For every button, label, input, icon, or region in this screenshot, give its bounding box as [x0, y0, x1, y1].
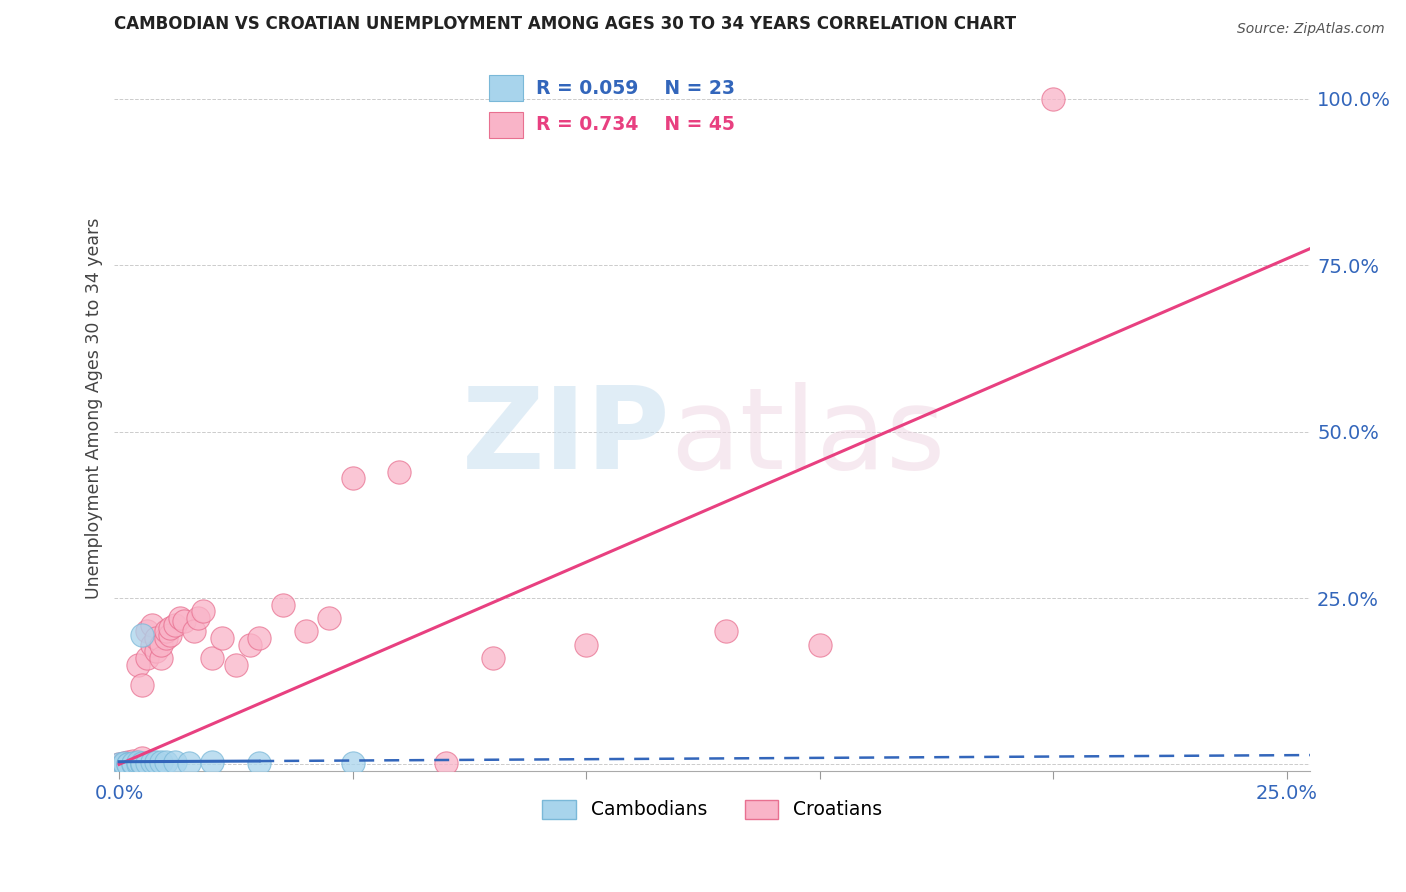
Point [225, 657, 247, 672]
Point [122, 756, 145, 770]
Point [131, 756, 153, 770]
Point [145, 631, 167, 645]
Point [173, 615, 195, 629]
Point [117, 756, 139, 770]
Point [131, 750, 153, 764]
Point [112, 757, 135, 772]
Point [388, 465, 411, 479]
Point [117, 757, 139, 772]
Legend: Cambodians, Croatians: Cambodians, Croatians [534, 792, 890, 827]
Point [145, 756, 167, 770]
Point [271, 598, 294, 612]
Point [247, 756, 270, 770]
Point [117, 756, 139, 771]
Point [201, 756, 224, 770]
Point [117, 757, 139, 772]
Point [145, 644, 167, 658]
Point [127, 757, 149, 772]
Point [191, 604, 214, 618]
Point [127, 756, 149, 770]
Point [155, 631, 177, 645]
Point [141, 638, 163, 652]
Point [155, 624, 177, 639]
Point [131, 757, 153, 772]
Point [122, 757, 145, 772]
Point [131, 627, 153, 641]
Point [131, 677, 153, 691]
Point [131, 756, 153, 771]
Point [108, 757, 131, 772]
Point [127, 756, 149, 771]
Point [165, 756, 187, 770]
Point [211, 631, 233, 645]
Text: ZIP: ZIP [463, 382, 671, 493]
Point [481, 651, 503, 665]
Point [187, 611, 209, 625]
Point [434, 756, 457, 770]
Point [342, 756, 364, 770]
Point [112, 757, 135, 772]
Point [201, 651, 224, 665]
Point [108, 757, 131, 772]
Point [150, 638, 173, 652]
Point [808, 638, 831, 652]
Point [112, 756, 135, 770]
Point [141, 617, 163, 632]
Point [239, 638, 262, 652]
Point [295, 624, 318, 639]
Point [159, 627, 181, 641]
Point [150, 651, 173, 665]
Point [1042, 92, 1064, 106]
Text: atlas: atlas [671, 382, 946, 493]
Point [179, 756, 201, 770]
Point [575, 638, 598, 652]
Point [136, 651, 159, 665]
Point [169, 611, 191, 625]
Point [136, 756, 159, 770]
Point [155, 755, 177, 769]
Point [136, 624, 159, 639]
Y-axis label: Unemployment Among Ages 30 to 34 years: Unemployment Among Ages 30 to 34 years [86, 218, 103, 599]
Point [183, 624, 205, 639]
Point [122, 754, 145, 768]
Point [342, 471, 364, 485]
Point [159, 621, 181, 635]
Point [318, 611, 340, 625]
Point [141, 756, 163, 770]
Point [247, 631, 270, 645]
Point [122, 757, 145, 772]
Point [165, 617, 187, 632]
Text: CAMBODIAN VS CROATIAN UNEMPLOYMENT AMONG AGES 30 TO 34 YEARS CORRELATION CHART: CAMBODIAN VS CROATIAN UNEMPLOYMENT AMONG… [114, 15, 1017, 33]
Point [150, 756, 173, 770]
Point [716, 624, 738, 639]
Text: Source: ZipAtlas.com: Source: ZipAtlas.com [1237, 22, 1385, 37]
Point [112, 756, 135, 770]
Point [127, 657, 149, 672]
